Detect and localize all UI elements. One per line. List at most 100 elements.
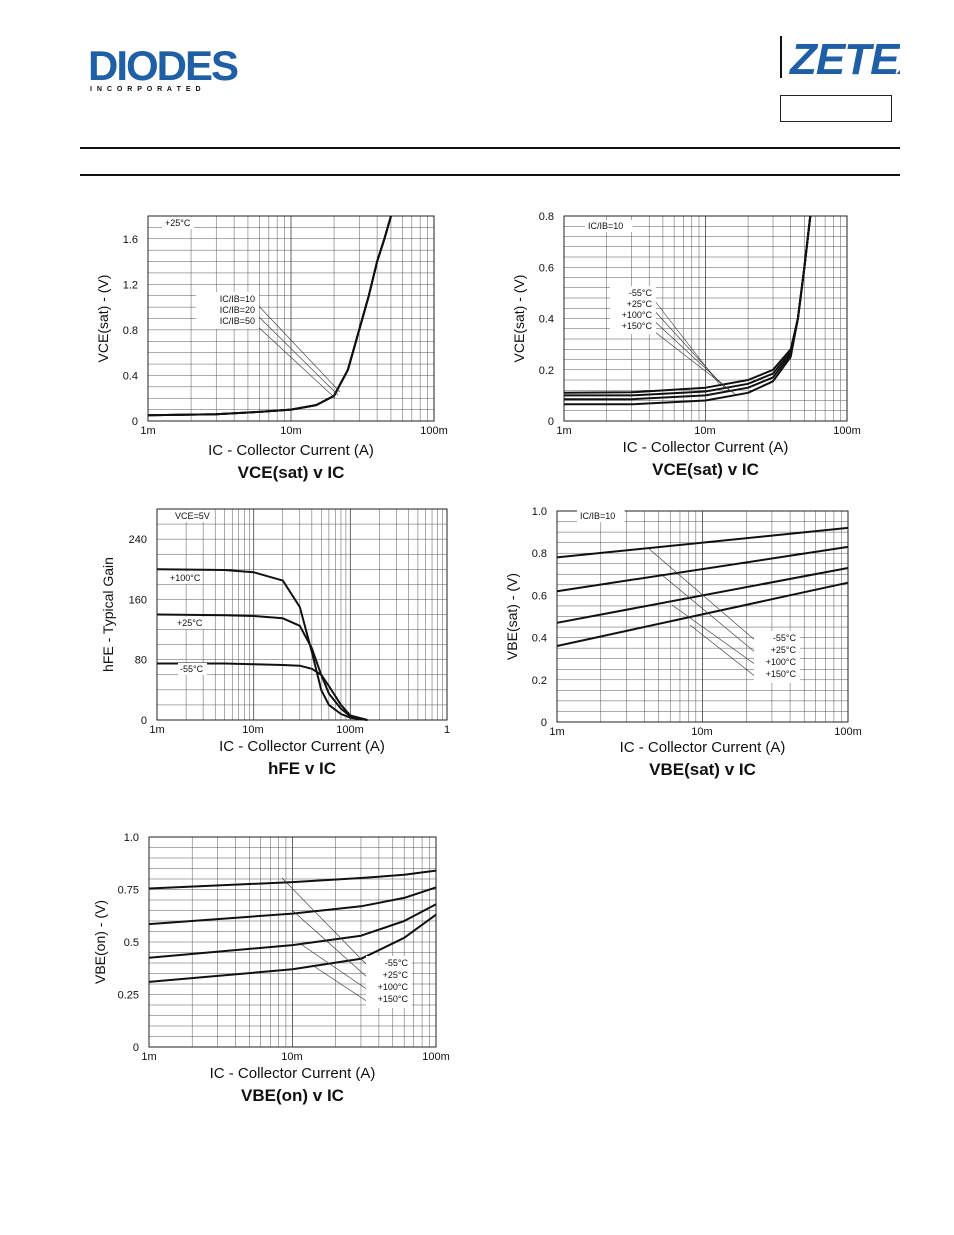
chart-title: hFE v IC bbox=[268, 759, 336, 778]
legend-entry: -55°C bbox=[773, 633, 797, 643]
legend-entry: +25°C bbox=[383, 970, 409, 980]
legend-leader bbox=[650, 317, 731, 392]
y-tick-label: 0.2 bbox=[532, 675, 547, 687]
y-tick-label: 0.4 bbox=[532, 633, 547, 645]
plot-frame bbox=[147, 215, 435, 422]
x-tick-label: 1 bbox=[444, 724, 450, 736]
chart-annotation: IC/IB=10 bbox=[588, 221, 623, 231]
legend-entry: +150°C bbox=[766, 669, 797, 679]
y-tick-label: 0.6 bbox=[532, 590, 547, 602]
chart-grid bbox=[563, 216, 847, 421]
legend-entry: IC/IB=10 bbox=[220, 294, 255, 304]
curve-label: -55°C bbox=[180, 664, 204, 674]
y-tick-label: 0 bbox=[541, 717, 547, 729]
chart-annotation: IC/IB=10 bbox=[580, 511, 615, 521]
y-tick-label: 0.8 bbox=[532, 548, 547, 560]
chart-annotation: +25°C bbox=[165, 218, 191, 228]
chart-title: VCE(sat) v IC bbox=[238, 463, 345, 482]
x-tick-label: 10m bbox=[281, 1051, 302, 1063]
series-line bbox=[556, 545, 849, 593]
y-tick-label: 0.25 bbox=[118, 990, 139, 1002]
x-axis-label: IC - Collector Current (A) bbox=[208, 442, 374, 459]
legend-entry: +150°C bbox=[378, 994, 409, 1004]
legend-leader bbox=[647, 547, 757, 642]
series-line bbox=[556, 567, 849, 624]
series-line bbox=[156, 613, 368, 721]
legend-bg bbox=[754, 631, 800, 683]
annotation-bg bbox=[172, 510, 210, 522]
annotation-bg bbox=[585, 220, 633, 232]
header-rule-top bbox=[80, 147, 900, 149]
legend-leader bbox=[254, 301, 341, 393]
y-tick-label: 0.8 bbox=[539, 211, 554, 223]
legend-entry: +100°C bbox=[622, 310, 653, 320]
y-axis-label: VCE(sat) - (V) bbox=[95, 275, 111, 363]
series-line bbox=[563, 215, 812, 394]
legend-leader bbox=[689, 624, 757, 678]
legend-entry: -55°C bbox=[629, 288, 653, 298]
y-axis-label: VBE(sat) - (V) bbox=[504, 573, 520, 660]
y-tick-label: 240 bbox=[129, 534, 147, 546]
curve-label-bg bbox=[175, 617, 204, 629]
series-line bbox=[556, 526, 849, 559]
y-axis-label: VBE(on) - (V) bbox=[92, 900, 108, 984]
chart-vcesat-temp: 0 0.2 0.4 0.6 0.8 1m 10m 100m IC - Collector Cur… bbox=[511, 211, 861, 479]
x-axis-label: IC - Collector Current (A) bbox=[219, 738, 385, 755]
y-tick-label: 0 bbox=[548, 416, 554, 428]
y-axis-label: hFE - Typical Gain bbox=[100, 557, 116, 672]
legend-entry: +100°C bbox=[378, 982, 409, 992]
y-tick-label: 0.4 bbox=[123, 370, 138, 382]
series-line bbox=[147, 215, 392, 417]
chart-grid bbox=[556, 511, 848, 722]
x-tick-label: 1m bbox=[556, 425, 571, 437]
legend-entry: +25°C bbox=[627, 299, 653, 309]
y-tick-label: 0.6 bbox=[539, 262, 554, 274]
y-tick-label: 80 bbox=[135, 655, 147, 667]
chart-vbesat: 0 0.2 0.4 0.6 0.8 1.0 1m 10m 100m IC - Collector … bbox=[504, 506, 862, 779]
y-tick-label: 160 bbox=[129, 594, 147, 606]
annotation-bg bbox=[577, 510, 625, 522]
y-axis-label: VCE(sat) - (V) bbox=[511, 275, 527, 363]
legend-leader bbox=[311, 964, 369, 1003]
legend-entry: IC/IB=20 bbox=[220, 305, 255, 315]
y-tick-label: 1.0 bbox=[124, 832, 139, 844]
y-tick-label: 1.0 bbox=[532, 506, 547, 518]
x-axis-label: IC - Collector Current (A) bbox=[620, 739, 786, 756]
series-line bbox=[147, 215, 392, 417]
y-tick-label: 0 bbox=[141, 715, 147, 727]
x-tick-label: 1m bbox=[149, 724, 164, 736]
y-tick-label: 0 bbox=[132, 416, 138, 428]
legend-leader bbox=[254, 323, 336, 399]
legend-bg bbox=[366, 956, 412, 1008]
chart-vcesat-multi-ratio: 0 0.4 0.8 1.2 1.6 1m 10m 100m IC - Collector Cur… bbox=[95, 215, 448, 482]
diodes-logo-subtext: I N C O R P O R A T E D bbox=[90, 86, 202, 93]
x-tick-label: 100m bbox=[834, 726, 862, 738]
plot-frame bbox=[148, 836, 437, 1048]
legend-leader bbox=[291, 909, 369, 979]
y-tick-label: 0 bbox=[133, 1042, 139, 1054]
y-tick-label: 0.2 bbox=[539, 365, 554, 377]
legend-bg bbox=[196, 292, 259, 329]
legend-entry: IC/IB=50 bbox=[220, 316, 255, 326]
part-number-box bbox=[780, 95, 892, 122]
x-tick-label: 100m bbox=[422, 1051, 450, 1063]
legend-leader bbox=[254, 312, 339, 396]
x-tick-label: 1m bbox=[140, 425, 155, 437]
diodes-logo-text: DIODES bbox=[88, 44, 238, 89]
x-tick-label: 10m bbox=[694, 425, 715, 437]
series-line bbox=[556, 581, 849, 647]
curve-label: +25°C bbox=[177, 618, 203, 628]
diodes-logo-graphic: DIODES I N C O R P O R A T E D bbox=[88, 42, 240, 93]
legend-leader bbox=[281, 877, 369, 967]
series-line bbox=[148, 886, 437, 926]
y-tick-label: 0.4 bbox=[539, 314, 554, 326]
legend-leader bbox=[650, 295, 721, 386]
x-tick-label: 10m bbox=[242, 724, 263, 736]
x-tick-label: 1m bbox=[549, 726, 564, 738]
y-tick-label: 0.75 bbox=[118, 885, 139, 897]
series-line bbox=[147, 215, 392, 417]
x-tick-label: 100m bbox=[833, 425, 861, 437]
x-tick-label: 10m bbox=[280, 425, 301, 437]
legend-leader bbox=[301, 944, 369, 991]
